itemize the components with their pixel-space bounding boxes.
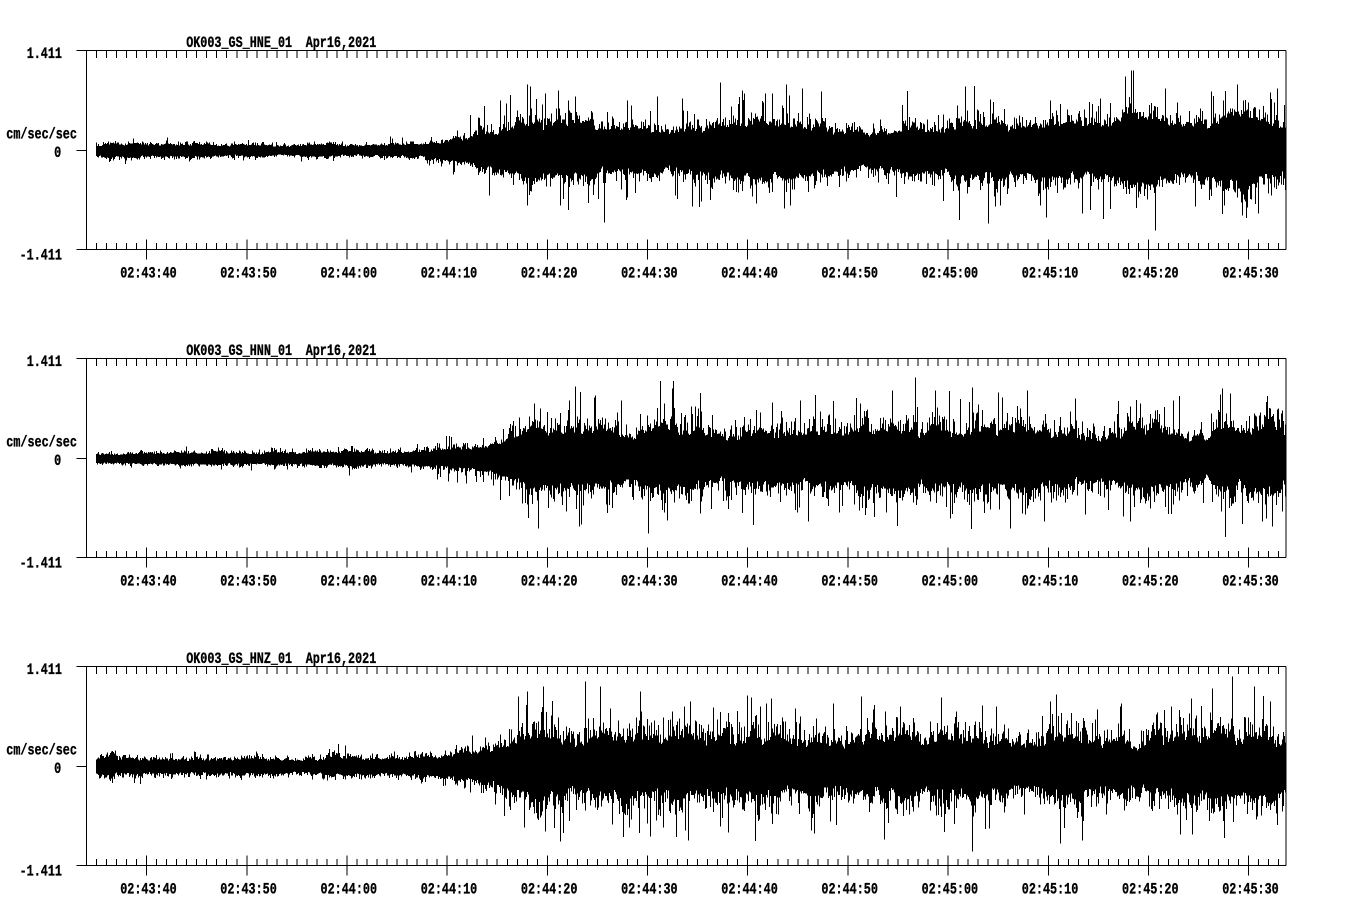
svg-text:0: 0: [54, 144, 61, 162]
svg-text:02:45:20: 02:45:20: [1122, 881, 1179, 899]
svg-text:OK003_GS_HNZ_01: OK003_GS_HNZ_01: [186, 650, 292, 668]
svg-text:02:44:50: 02:44:50: [821, 265, 878, 283]
svg-text:02:44:40: 02:44:40: [721, 265, 778, 283]
svg-text:OK003_GS_HNN_01: OK003_GS_HNN_01: [186, 342, 292, 360]
svg-text:02:43:40: 02:43:40: [120, 265, 177, 283]
svg-text:02:44:00: 02:44:00: [321, 573, 378, 591]
svg-text:02:44:10: 02:44:10: [421, 573, 478, 591]
svg-text:-1.411: -1.411: [20, 554, 62, 572]
svg-text:Apr16,2021: Apr16,2021: [306, 34, 377, 52]
svg-text:cm/sec/sec: cm/sec/sec: [6, 434, 77, 452]
svg-text:OK003_GS_HNE_01: OK003_GS_HNE_01: [186, 34, 292, 52]
svg-text:02:44:40: 02:44:40: [721, 573, 778, 591]
svg-text:02:44:10: 02:44:10: [421, 265, 478, 283]
svg-text:1.411: 1.411: [27, 353, 62, 371]
svg-text:02:43:50: 02:43:50: [220, 265, 276, 283]
svg-text:0: 0: [54, 452, 61, 470]
svg-text:02:45:20: 02:45:20: [1122, 573, 1179, 591]
svg-text:02:43:40: 02:43:40: [120, 881, 177, 899]
svg-text:02:44:30: 02:44:30: [621, 573, 678, 591]
svg-text:02:45:30: 02:45:30: [1222, 265, 1279, 283]
svg-text:02:44:30: 02:44:30: [621, 881, 678, 899]
svg-text:02:45:10: 02:45:10: [1022, 881, 1079, 899]
svg-text:-1.411: -1.411: [20, 862, 62, 880]
svg-text:02:45:10: 02:45:10: [1022, 573, 1079, 591]
svg-text:1.411: 1.411: [27, 45, 62, 63]
svg-text:02:44:00: 02:44:00: [321, 881, 378, 899]
svg-text:02:45:30: 02:45:30: [1222, 881, 1279, 899]
svg-text:02:43:50: 02:43:50: [220, 573, 276, 591]
svg-text:02:44:50: 02:44:50: [821, 881, 878, 899]
svg-text:cm/sec/sec: cm/sec/sec: [6, 126, 77, 144]
svg-text:02:44:30: 02:44:30: [621, 265, 678, 283]
svg-text:02:45:20: 02:45:20: [1122, 265, 1179, 283]
svg-text:02:45:00: 02:45:00: [922, 573, 979, 591]
svg-text:02:44:20: 02:44:20: [521, 573, 578, 591]
svg-text:Apr16,2021: Apr16,2021: [306, 342, 377, 360]
svg-text:-1.411: -1.411: [20, 246, 62, 264]
svg-text:02:45:30: 02:45:30: [1222, 573, 1279, 591]
svg-text:Apr16,2021: Apr16,2021: [306, 650, 377, 668]
svg-text:02:44:20: 02:44:20: [521, 881, 578, 899]
svg-text:02:45:00: 02:45:00: [922, 265, 979, 283]
svg-text:1.411: 1.411: [27, 661, 62, 679]
svg-text:cm/sec/sec: cm/sec/sec: [6, 742, 77, 760]
svg-text:02:44:00: 02:44:00: [321, 265, 378, 283]
svg-text:02:45:00: 02:45:00: [922, 881, 979, 899]
svg-text:02:44:10: 02:44:10: [421, 881, 478, 899]
svg-text:02:43:40: 02:43:40: [120, 573, 177, 591]
svg-text:02:44:20: 02:44:20: [521, 265, 578, 283]
svg-text:02:44:50: 02:44:50: [821, 573, 878, 591]
svg-text:02:44:40: 02:44:40: [721, 881, 778, 899]
svg-text:0: 0: [54, 760, 61, 778]
svg-text:02:45:10: 02:45:10: [1022, 265, 1079, 283]
svg-text:02:43:50: 02:43:50: [220, 881, 276, 899]
